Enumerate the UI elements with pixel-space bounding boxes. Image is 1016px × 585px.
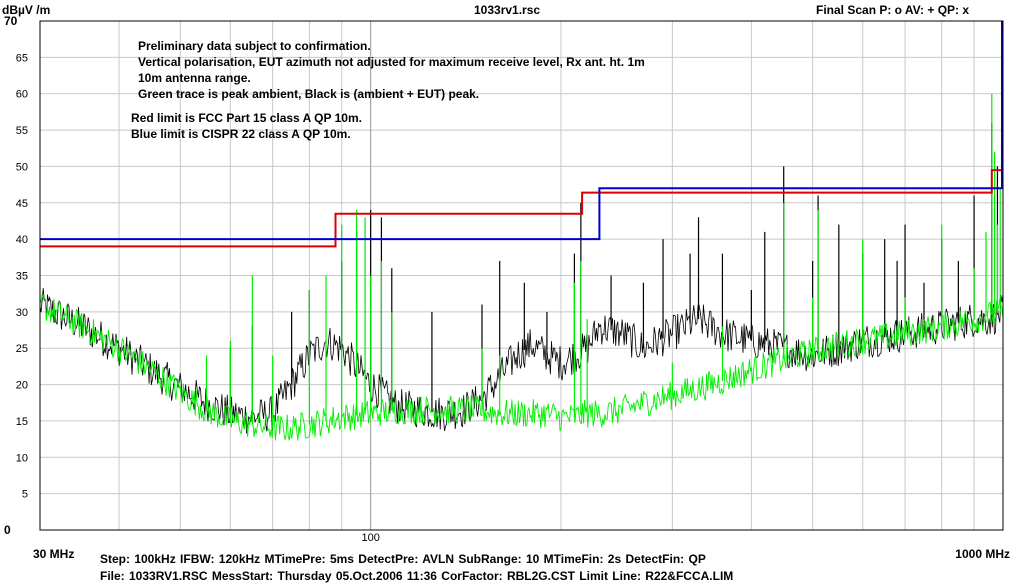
chart-traces	[39, 93, 1004, 441]
y-tick-label: 25	[16, 343, 28, 355]
y-tick-label: 15	[16, 416, 28, 428]
x-tick-label: 30 MHz	[33, 547, 74, 561]
limit-line	[40, 187, 1003, 241]
limit-lines	[40, 21, 1003, 248]
y-tick-label: 55	[16, 125, 28, 137]
y-tick-label: 0	[4, 523, 11, 537]
plot-frame	[39, 20, 1004, 531]
y-unit-label: dBµV /m	[2, 3, 51, 17]
annotation-line: Preliminary data subject to confirmation…	[138, 39, 371, 53]
annotation-line: 10m antenna range.	[138, 71, 251, 85]
y-tick-label: 10	[16, 452, 28, 464]
x-axis-ticks: 30 MHz 100 1000 MHz	[33, 532, 1010, 561]
y-tick-label: 65	[16, 52, 28, 64]
footer-file-info: File: 1033RV1.RSC MessStart: Thursday 05…	[100, 569, 734, 583]
y-tick-label: 70	[4, 14, 18, 28]
y-tick-label: 30	[16, 307, 28, 319]
annotation-line: Red limit is FCC Part 15 class A QP 10m.	[131, 111, 362, 125]
y-tick-label: 45	[16, 198, 28, 210]
footer-settings: Step: 100kHz IFBW: 120kHz MTimePre: 5ms …	[100, 552, 706, 566]
x-tick-label: 1000 MHz	[955, 547, 1010, 561]
y-axis-ticks: 0 5 10 15 20 25 30 35 40 45 50 55 60 65 70	[4, 14, 28, 537]
annotation-line: Vertical polarisation, EUT azimuth not a…	[138, 55, 645, 69]
x-tick-label: 100	[361, 532, 379, 544]
y-tick-label: 50	[16, 161, 28, 173]
y-tick-label: 40	[16, 234, 28, 246]
file-title: 1033rv1.rsc	[474, 3, 541, 17]
trace-ambient-eut-peak	[39, 288, 1004, 434]
trace-ambient-peak	[39, 293, 1004, 441]
annotation-line: Green trace is peak ambient, Black is (a…	[138, 87, 480, 101]
y-tick-label: 60	[16, 89, 28, 101]
limit-line	[40, 169, 1003, 248]
y-tick-label: 35	[16, 271, 28, 283]
annotation-line: Blue limit is CISPR 22 class A QP 10m.	[131, 127, 351, 141]
y-tick-label: 5	[22, 489, 28, 501]
scan-legend: Final Scan P: o AV: + QP: x	[816, 3, 970, 17]
y-tick-label: 20	[16, 380, 28, 392]
